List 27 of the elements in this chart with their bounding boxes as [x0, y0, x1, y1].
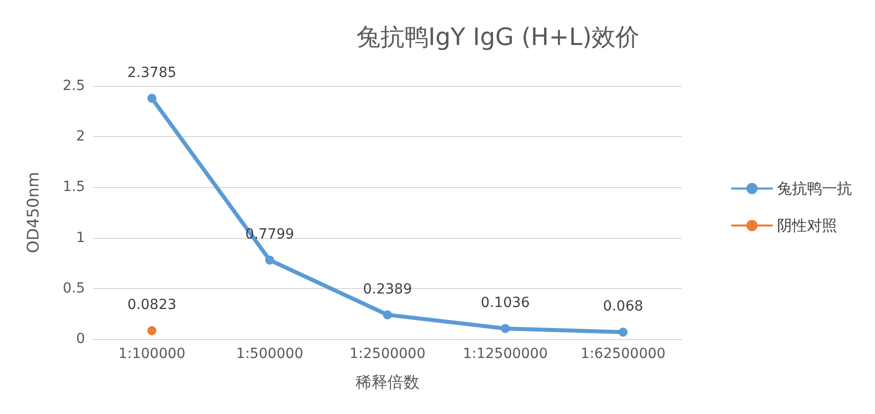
legend-label: 阴性对照 — [777, 216, 837, 234]
chart-title: 兔抗鸭IgY IgG (H+L)效价 — [356, 23, 640, 51]
point — [500, 324, 510, 334]
point — [383, 310, 392, 320]
x-axis-title: 稀释倍数 — [356, 372, 420, 392]
point — [147, 326, 156, 336]
data-label: 0.0823 — [127, 297, 176, 314]
point — [147, 94, 156, 103]
data-label: 0.1036 — [480, 295, 530, 312]
data-label: 0.2389 — [363, 281, 412, 298]
data-label: 2.3785 — [127, 64, 176, 81]
y-tick-label: 1.5 — [62, 179, 85, 196]
x-tick-label: 1:500000 — [236, 346, 304, 362]
x-tick-label: 1:12500000 — [462, 346, 548, 362]
y-tick-label: 1 — [76, 230, 85, 246]
y-tick-label: 0 — [76, 331, 85, 347]
y-tick-label: 2.5 — [62, 78, 85, 94]
legend-label: 兔抗鸭一抗 — [777, 180, 852, 198]
y-tick-label: 0.5 — [62, 280, 85, 296]
x-tick-label: 1:100000 — [118, 346, 186, 362]
y-tick-label: 2 — [76, 128, 85, 145]
point — [618, 328, 628, 337]
x-tick-label: 1:62500000 — [580, 346, 666, 362]
data-label: 0.068 — [603, 298, 644, 315]
x-tick-label: 1:2500000 — [350, 346, 426, 362]
y-axis-title: OD450nm — [24, 172, 42, 254]
point — [265, 256, 274, 265]
